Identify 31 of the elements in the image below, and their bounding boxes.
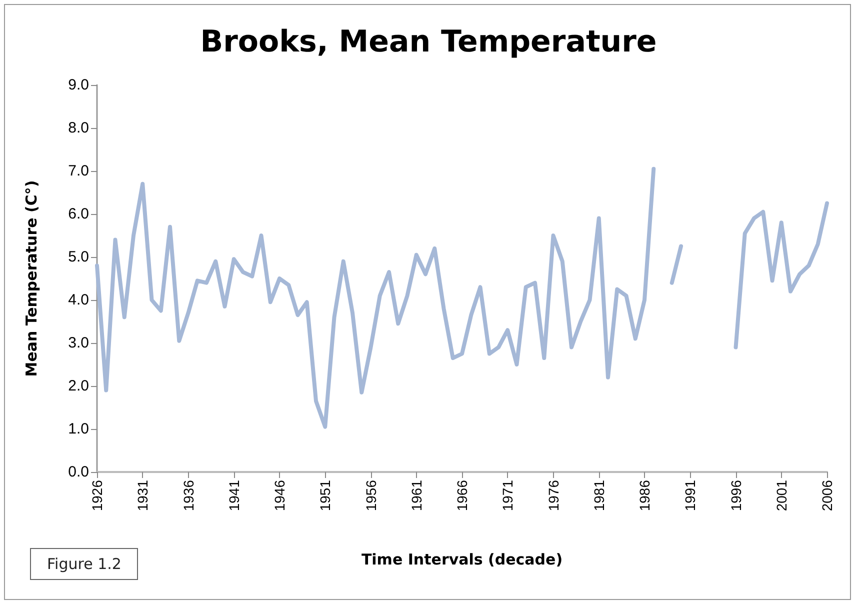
x-tick-label: 1996 [728,480,744,512]
x-tick-label: 2006 [819,480,835,512]
y-tick-label: 0.0 [68,464,89,480]
y-tick-label: 4.0 [68,292,89,308]
x-tick-label: 1966 [454,480,470,512]
x-tick-label: 1981 [590,480,607,512]
x-tick-label: 2001 [773,480,790,512]
x-tick-label: 1931 [134,480,151,512]
x-tick-label: 1976 [545,480,562,512]
x-tick-label: 1971 [500,480,516,512]
y-tick-label: 1.0 [68,420,89,438]
y-tick-label: 2.0 [68,378,89,394]
y-tick-label: 3.0 [68,334,89,352]
chart-title: Brooks, Mean Temperature [200,24,657,60]
x-tick-label: 1991 [682,480,698,512]
y-tick-label: 7.0 [68,162,89,180]
x-tick-label: 1956 [362,480,379,512]
y-tick-label: 5.0 [68,248,89,266]
y-axis-title: Mean Temperature (C°) [22,180,40,377]
x-tick-label: 1926 [89,480,105,512]
y-tick-label: 6.0 [68,206,89,222]
x-tick-label: 1936 [180,480,196,512]
x-tick-label: 1951 [317,480,334,512]
y-tick-label: 9.0 [68,76,89,94]
caption: Figure 1.2 [30,548,138,580]
x-tick-label: 1986 [636,480,652,512]
x-tick-label: 1941 [226,480,242,512]
x-tick-label: 1946 [272,480,288,512]
x-axis-title: Time Intervals (decade) [361,550,563,568]
x-tick-label: 1961 [408,480,424,512]
y-tick-label: 8.0 [68,120,89,136]
